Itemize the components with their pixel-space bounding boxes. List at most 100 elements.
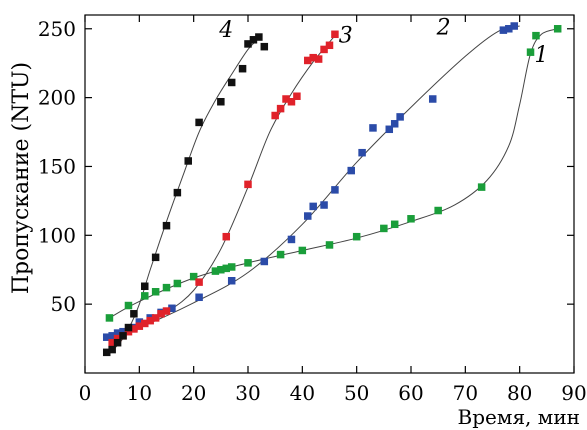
data-point-series-1 (325, 241, 334, 249)
data-point-series-2 (102, 333, 111, 341)
data-point-series-4 (184, 157, 192, 165)
data-point-series-1 (173, 279, 182, 288)
data-point-series-2 (385, 125, 394, 134)
data-point-series-2 (309, 202, 317, 211)
data-point-series-2 (428, 95, 437, 103)
plot-border (84, 14, 575, 374)
data-point-series-2 (119, 327, 127, 336)
data-point-series-3 (282, 95, 290, 103)
data-point-series-3 (130, 325, 138, 333)
data-point-series-2 (260, 257, 269, 266)
data-point-series-3 (276, 104, 285, 113)
data-point-series-3 (151, 314, 160, 322)
data-point-series-2 (390, 120, 399, 128)
data-point-series-3 (135, 322, 144, 330)
data-point-series-4 (141, 282, 149, 291)
x-axis-label: Время, мин (458, 405, 580, 429)
data-point-series-4 (102, 348, 111, 357)
data-point-series-4 (113, 338, 122, 347)
y-tick-label: 50 (51, 292, 76, 316)
data-point-series-4 (217, 97, 225, 106)
data-point-series-1 (434, 206, 442, 215)
data-point-series-2 (320, 201, 328, 209)
data-point-series-3 (157, 310, 165, 318)
curve-label-1: 1 (534, 43, 548, 68)
data-point-series-2 (113, 329, 122, 337)
data-point-series-1 (532, 31, 540, 40)
data-point-series-2 (287, 235, 296, 244)
data-point-series-4 (195, 118, 203, 127)
data-point-series-3 (325, 41, 334, 50)
data-point-series-2 (227, 276, 236, 285)
axis-ticks: 0 10 20 30 40 50 60 70 80 90 50 100 150 200 250 (38, 15, 587, 405)
data-point-series-4 (255, 33, 263, 41)
data-point-series-2 (505, 25, 513, 33)
y-axis-label: Пропускание (NTU) (9, 62, 34, 294)
data-point-series-1 (390, 220, 399, 229)
data-point-series-1 (244, 259, 252, 267)
x-tick-label: 80 (507, 381, 532, 405)
x-tick-label: 70 (453, 381, 478, 405)
data-points (102, 22, 562, 357)
data-point-series-1 (162, 283, 171, 292)
data-point-series-1 (276, 250, 285, 259)
data-point-series-1 (298, 246, 307, 255)
plot-area (84, 14, 575, 374)
data-point-series-2 (331, 186, 339, 194)
data-point-series-3 (222, 232, 231, 241)
data-point-series-2 (347, 166, 355, 175)
data-point-series-1 (217, 265, 225, 274)
curve-labels: 4 3 2 1 (218, 15, 548, 68)
data-point-series-2 (168, 304, 176, 313)
data-point-series-2 (195, 293, 203, 302)
x-tick-label: 60 (398, 381, 423, 405)
y-tick-label: 250 (38, 17, 76, 41)
x-tick-label: 30 (235, 381, 260, 405)
x-tick-label: 50 (344, 381, 369, 405)
data-point-series-2 (369, 124, 377, 132)
data-point-series-1 (141, 292, 149, 300)
data-point-series-4 (238, 64, 247, 73)
data-point-series-1 (477, 183, 486, 191)
data-point-series-2 (135, 318, 144, 326)
data-point-series-3 (146, 316, 154, 325)
y-tick-label: 100 (38, 223, 76, 247)
curve-label-4: 4 (218, 18, 233, 43)
data-point-series-3 (304, 56, 312, 65)
data-point-series-3 (113, 334, 122, 343)
data-point-series-4 (227, 78, 236, 87)
data-point-series-1 (211, 267, 220, 275)
data-point-series-3 (320, 45, 328, 54)
data-point-series-3 (195, 278, 203, 286)
data-point-series-1 (526, 48, 535, 56)
data-point-series-3 (124, 327, 133, 336)
x-tick-label: 0 (79, 381, 92, 405)
data-point-series-3 (108, 338, 116, 347)
data-point-series-1 (151, 288, 160, 296)
data-point-series-2 (108, 332, 116, 340)
data-point-series-2 (510, 22, 518, 30)
data-point-series-3 (331, 30, 339, 39)
curve-label-3: 3 (339, 24, 353, 49)
fit-curve-series-1 (109, 28, 558, 319)
data-point-series-2 (396, 113, 404, 121)
data-point-series-4 (119, 332, 127, 340)
data-point-series-1 (380, 224, 388, 233)
data-point-series-4 (244, 40, 252, 48)
data-point-series-4 (130, 310, 138, 318)
x-tick-label: 10 (127, 381, 152, 405)
data-point-series-1 (124, 301, 133, 310)
y-tick-label: 150 (38, 154, 76, 178)
data-point-series-3 (271, 111, 279, 120)
data-point-series-1 (352, 232, 361, 241)
data-point-series-3 (141, 319, 149, 328)
data-point-series-4 (124, 323, 133, 332)
curve-label-2: 2 (436, 15, 451, 40)
data-point-series-4 (249, 36, 258, 44)
data-point-series-2 (499, 26, 508, 34)
data-point-series-4 (173, 188, 182, 197)
data-point-series-2 (304, 212, 312, 220)
data-point-series-1 (407, 215, 415, 223)
data-point-series-3 (244, 180, 252, 189)
